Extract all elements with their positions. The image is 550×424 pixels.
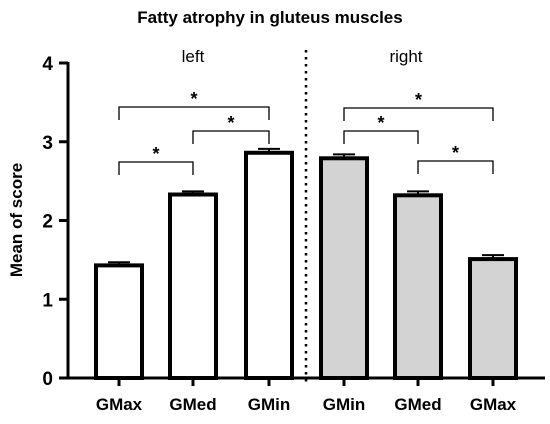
bar bbox=[244, 150, 294, 380]
significance-marker: * bbox=[452, 143, 459, 163]
significance-bracket bbox=[417, 160, 494, 174]
y-tick-label: 1 bbox=[42, 290, 53, 311]
x-tick-label: GMax bbox=[470, 395, 517, 414]
x-tick-label: GMax bbox=[96, 395, 143, 414]
x-tick-label: GMed bbox=[169, 395, 216, 414]
significance-marker: * bbox=[152, 144, 159, 164]
significance-marker: * bbox=[415, 90, 422, 110]
bar bbox=[319, 156, 369, 380]
x-tick-label: GMed bbox=[394, 395, 441, 414]
significance-marker: * bbox=[190, 89, 197, 109]
bar bbox=[94, 263, 144, 381]
significance-bracket bbox=[118, 106, 270, 120]
significance-bracket bbox=[118, 161, 194, 175]
chart-title: Fatty atrophy in gluteus muscles bbox=[137, 8, 402, 27]
group-label-right: right bbox=[389, 47, 422, 66]
plot-area: 0 1 2 3 4 GMax GMed GMin GMin GMed GMax * * * * * * bbox=[42, 50, 545, 414]
group-label-left: left bbox=[182, 47, 205, 66]
significance-bracket bbox=[192, 130, 270, 144]
x-tick-label: GMin bbox=[248, 395, 291, 414]
significance-marker: * bbox=[227, 113, 234, 133]
y-tick-label: 2 bbox=[42, 212, 53, 233]
y-tick-label: 4 bbox=[42, 54, 53, 75]
x-tick-label: GMin bbox=[323, 395, 366, 414]
bar bbox=[168, 192, 218, 380]
bar bbox=[393, 193, 443, 380]
significance-marker: * bbox=[377, 113, 384, 133]
significance-bracket bbox=[343, 130, 419, 144]
y-tick-label: 3 bbox=[42, 133, 53, 154]
y-tick-label: 0 bbox=[42, 369, 53, 390]
bar bbox=[468, 257, 518, 380]
significance-bracket bbox=[343, 107, 494, 121]
y-axis-label: Mean of score bbox=[7, 163, 26, 277]
